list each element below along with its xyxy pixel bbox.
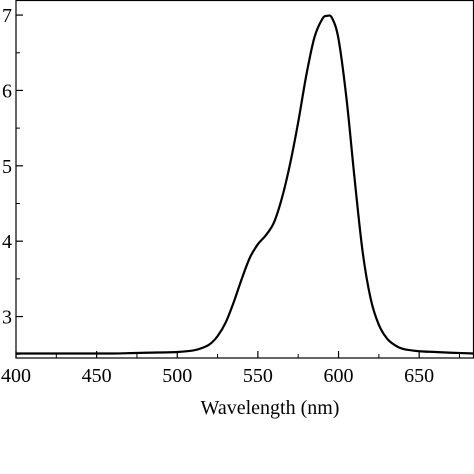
x-tick-label: 400 (1, 365, 31, 387)
y-tick-label: 5 (2, 156, 12, 178)
y-tick-label: 7 (2, 5, 12, 27)
x-axis-label: Wavelength (nm) (201, 397, 340, 419)
tick-labels-group: 400 450 500 550 600 650 3 4 5 6 7 (1, 5, 434, 387)
x-tick-label: 600 (324, 365, 354, 387)
x-tick-label: 450 (82, 365, 112, 387)
y-tick-label: 3 (2, 307, 12, 329)
x-tick-label: 500 (162, 365, 192, 387)
series-line (16, 14, 474, 355)
x-tick-label: 650 (404, 365, 434, 387)
axes-group (15, 0, 474, 359)
data-series-group (16, 14, 474, 355)
y-tick-label: 4 (2, 231, 12, 253)
plot-frame (15, 0, 474, 359)
y-tick-label: 6 (2, 80, 12, 102)
x-tick-label: 550 (243, 365, 273, 387)
